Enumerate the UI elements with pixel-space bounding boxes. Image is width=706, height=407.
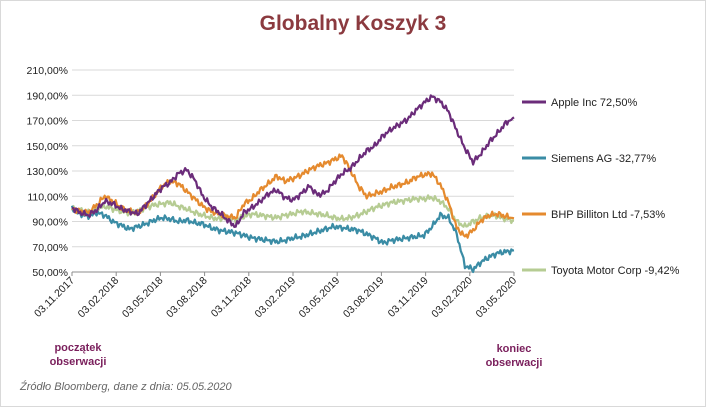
series-lines <box>70 94 515 274</box>
legend-label: Siemens AG -32,77% <box>551 153 656 165</box>
legend-label: Apple Inc 72,50% <box>551 97 637 109</box>
x-axis: 03.11.201703.02.201803.05.201803.08.2018… <box>32 271 519 321</box>
start-note: początek obserwacji <box>49 342 107 368</box>
x-tick-label: 03.05.2019 <box>297 275 343 321</box>
x-tick-label: 03.11.2018 <box>209 275 254 320</box>
gridlines <box>72 69 514 273</box>
legend-label: BHP Billiton Ltd -7,53% <box>551 209 665 221</box>
y-tick-label: 150,00% <box>27 141 68 153</box>
x-tick-label: 03.02.2019 <box>252 275 298 321</box>
y-tick-label: 170,00% <box>27 116 68 128</box>
series-line-1 <box>70 205 515 274</box>
y-tick-label: 210,00% <box>27 65 68 77</box>
x-tick-label: 03.11.2019 <box>386 275 431 320</box>
x-tick-label: 03.11.2017 <box>32 275 77 320</box>
series-line-2 <box>71 153 515 239</box>
series-line-0 <box>71 94 515 228</box>
y-axis: 210,00% 190,00% 170,00% 150,00% 130,00% 110,0… <box>27 65 68 279</box>
chart-title: Globalny Koszyk 3 <box>259 12 447 35</box>
y-tick-label: 90,00% <box>32 217 68 229</box>
x-tick-label: 03.08.2019 <box>341 275 387 321</box>
y-tick-label: 110,00% <box>27 191 68 203</box>
y-tick-label: 190,00% <box>27 90 68 102</box>
x-tick-label: 03.05.2020 <box>473 275 519 321</box>
y-tick-label: 70,00% <box>32 242 68 254</box>
legend-label: Toyota Motor Corp -9,42% <box>551 265 680 277</box>
y-tick-label: 50,00% <box>32 267 68 279</box>
end-note: koniec obserwacji <box>485 343 543 369</box>
x-tick-label: 03.02.2018 <box>76 275 122 321</box>
y-tick-label: 130,00% <box>27 166 68 178</box>
x-tick-label: 03.05.2018 <box>120 275 166 321</box>
source-note: Źródło Bloomberg, dane z dnia: 05.05.202… <box>20 381 232 393</box>
legend: Apple Inc 72,50% Siemens AG -32,77% BHP Bi… <box>522 97 680 277</box>
x-tick-label: 03.02.2020 <box>429 275 475 321</box>
x-tick-label: 03.08.2018 <box>164 275 210 321</box>
